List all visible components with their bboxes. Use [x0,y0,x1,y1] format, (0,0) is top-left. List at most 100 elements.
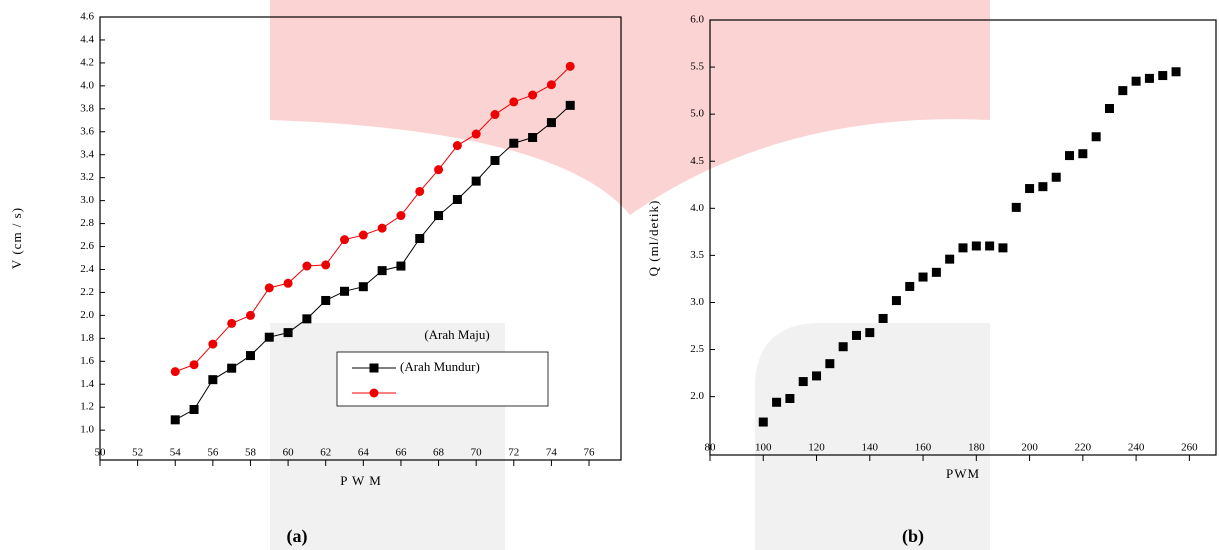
series-line [174,105,571,421]
x-tick-label: 120 [808,442,825,454]
y-tick-label: 2.4 [80,263,94,275]
data-point [546,118,556,128]
data-point [358,230,368,240]
data-point [891,296,901,306]
x-tick-label: 70 [471,447,483,459]
y-tick-label: 1.0 [80,424,94,436]
data-point [1038,182,1048,192]
data-point [471,176,481,186]
data-point [905,281,915,291]
data-point [878,313,888,323]
data-point [825,359,835,369]
data-point [509,138,519,148]
y-tick-label: 1.6 [80,355,94,367]
data-point [1051,172,1061,182]
y-tick-label: 2.2 [80,286,94,298]
data-point [958,243,968,253]
y-tick-label: 4.4 [80,33,94,45]
data-point [227,363,237,373]
data-point [985,241,995,251]
y-tick-label: 1.4 [80,378,94,390]
data-point [528,90,538,100]
data-point [812,371,822,381]
y-tick-label: 5.5 [690,61,704,73]
data-point [264,332,274,342]
caption: (b) [902,526,924,547]
x-tick-label: 58 [245,447,257,459]
y-tick-label: 2.8 [80,217,94,229]
y-tick-label: 4.0 [80,79,94,91]
x-tick-label: 200 [1021,442,1038,454]
y-tick-label: 3.8 [80,102,94,114]
data-point [971,241,981,251]
data-point [490,110,500,120]
y-tick-label: 3.2 [80,171,94,183]
data-point [283,278,293,288]
data-point [170,367,180,377]
y-tick-label: 3.5 [690,249,704,261]
data-point [945,254,955,264]
data-point [1118,86,1128,96]
data-point [490,155,500,165]
y-tick-label: 1.8 [80,332,94,344]
y-tick-label: 3.6 [80,125,94,137]
data-point [340,286,350,296]
data-point [785,394,795,404]
data-point [565,61,575,71]
data-point [396,261,406,271]
legend-label: (Arah Maju) [424,327,489,342]
series-line [175,65,571,373]
data-point [302,261,312,271]
x-tick-label: 80 [705,442,717,454]
data-point [170,415,180,425]
x-tick-label: 56 [207,447,219,459]
data-point [340,235,350,245]
data-point [396,211,406,221]
data-point [434,165,444,175]
data-point [772,397,782,407]
data-point [189,405,199,415]
x-axis-label: PWM [946,466,980,481]
legend-label: (Arah Mundur) [400,359,480,374]
y-axis-label: V (cm / s) [9,207,24,269]
y-tick-label: 4.5 [690,155,704,167]
data-point [321,295,331,305]
data-point [546,80,556,90]
x-tick-label: 160 [915,442,932,454]
data-point [415,234,425,243]
data-point [1078,149,1088,159]
y-tick-label: 3.4 [80,148,94,160]
data-point [208,375,218,385]
data-point [452,141,462,151]
x-tick-label: 100 [755,442,772,454]
data-point [1131,76,1141,86]
x-tick-label: 68 [433,447,445,459]
data-point [452,194,462,204]
y-tick-label: 4.0 [690,202,704,214]
data-point [434,211,444,221]
x-tick-label: 74 [546,447,558,459]
x-tick-label: 66 [395,447,407,459]
x-tick-label: 62 [320,447,331,459]
y-tick-label: 5.0 [690,108,704,120]
data-point [471,129,481,139]
plot-frame [709,19,1217,456]
y-tick-label: 2.6 [80,240,94,252]
data-point [918,272,928,282]
caption: (a) [287,526,308,547]
data-point [865,328,875,338]
x-tick-label: 52 [132,447,143,459]
x-tick-label: 50 [95,447,107,459]
x-tick-label: 260 [1181,442,1198,454]
y-axis-label: Q (ml/detik) [646,200,661,277]
y-tick-label: 2.0 [80,309,94,321]
y-tick-label: 2.5 [690,343,704,355]
data-point [377,266,387,276]
data-point [227,318,237,328]
data-point [838,342,848,352]
data-point [509,97,519,107]
data-point [931,267,941,277]
data-point [302,314,312,324]
data-point [245,351,255,361]
